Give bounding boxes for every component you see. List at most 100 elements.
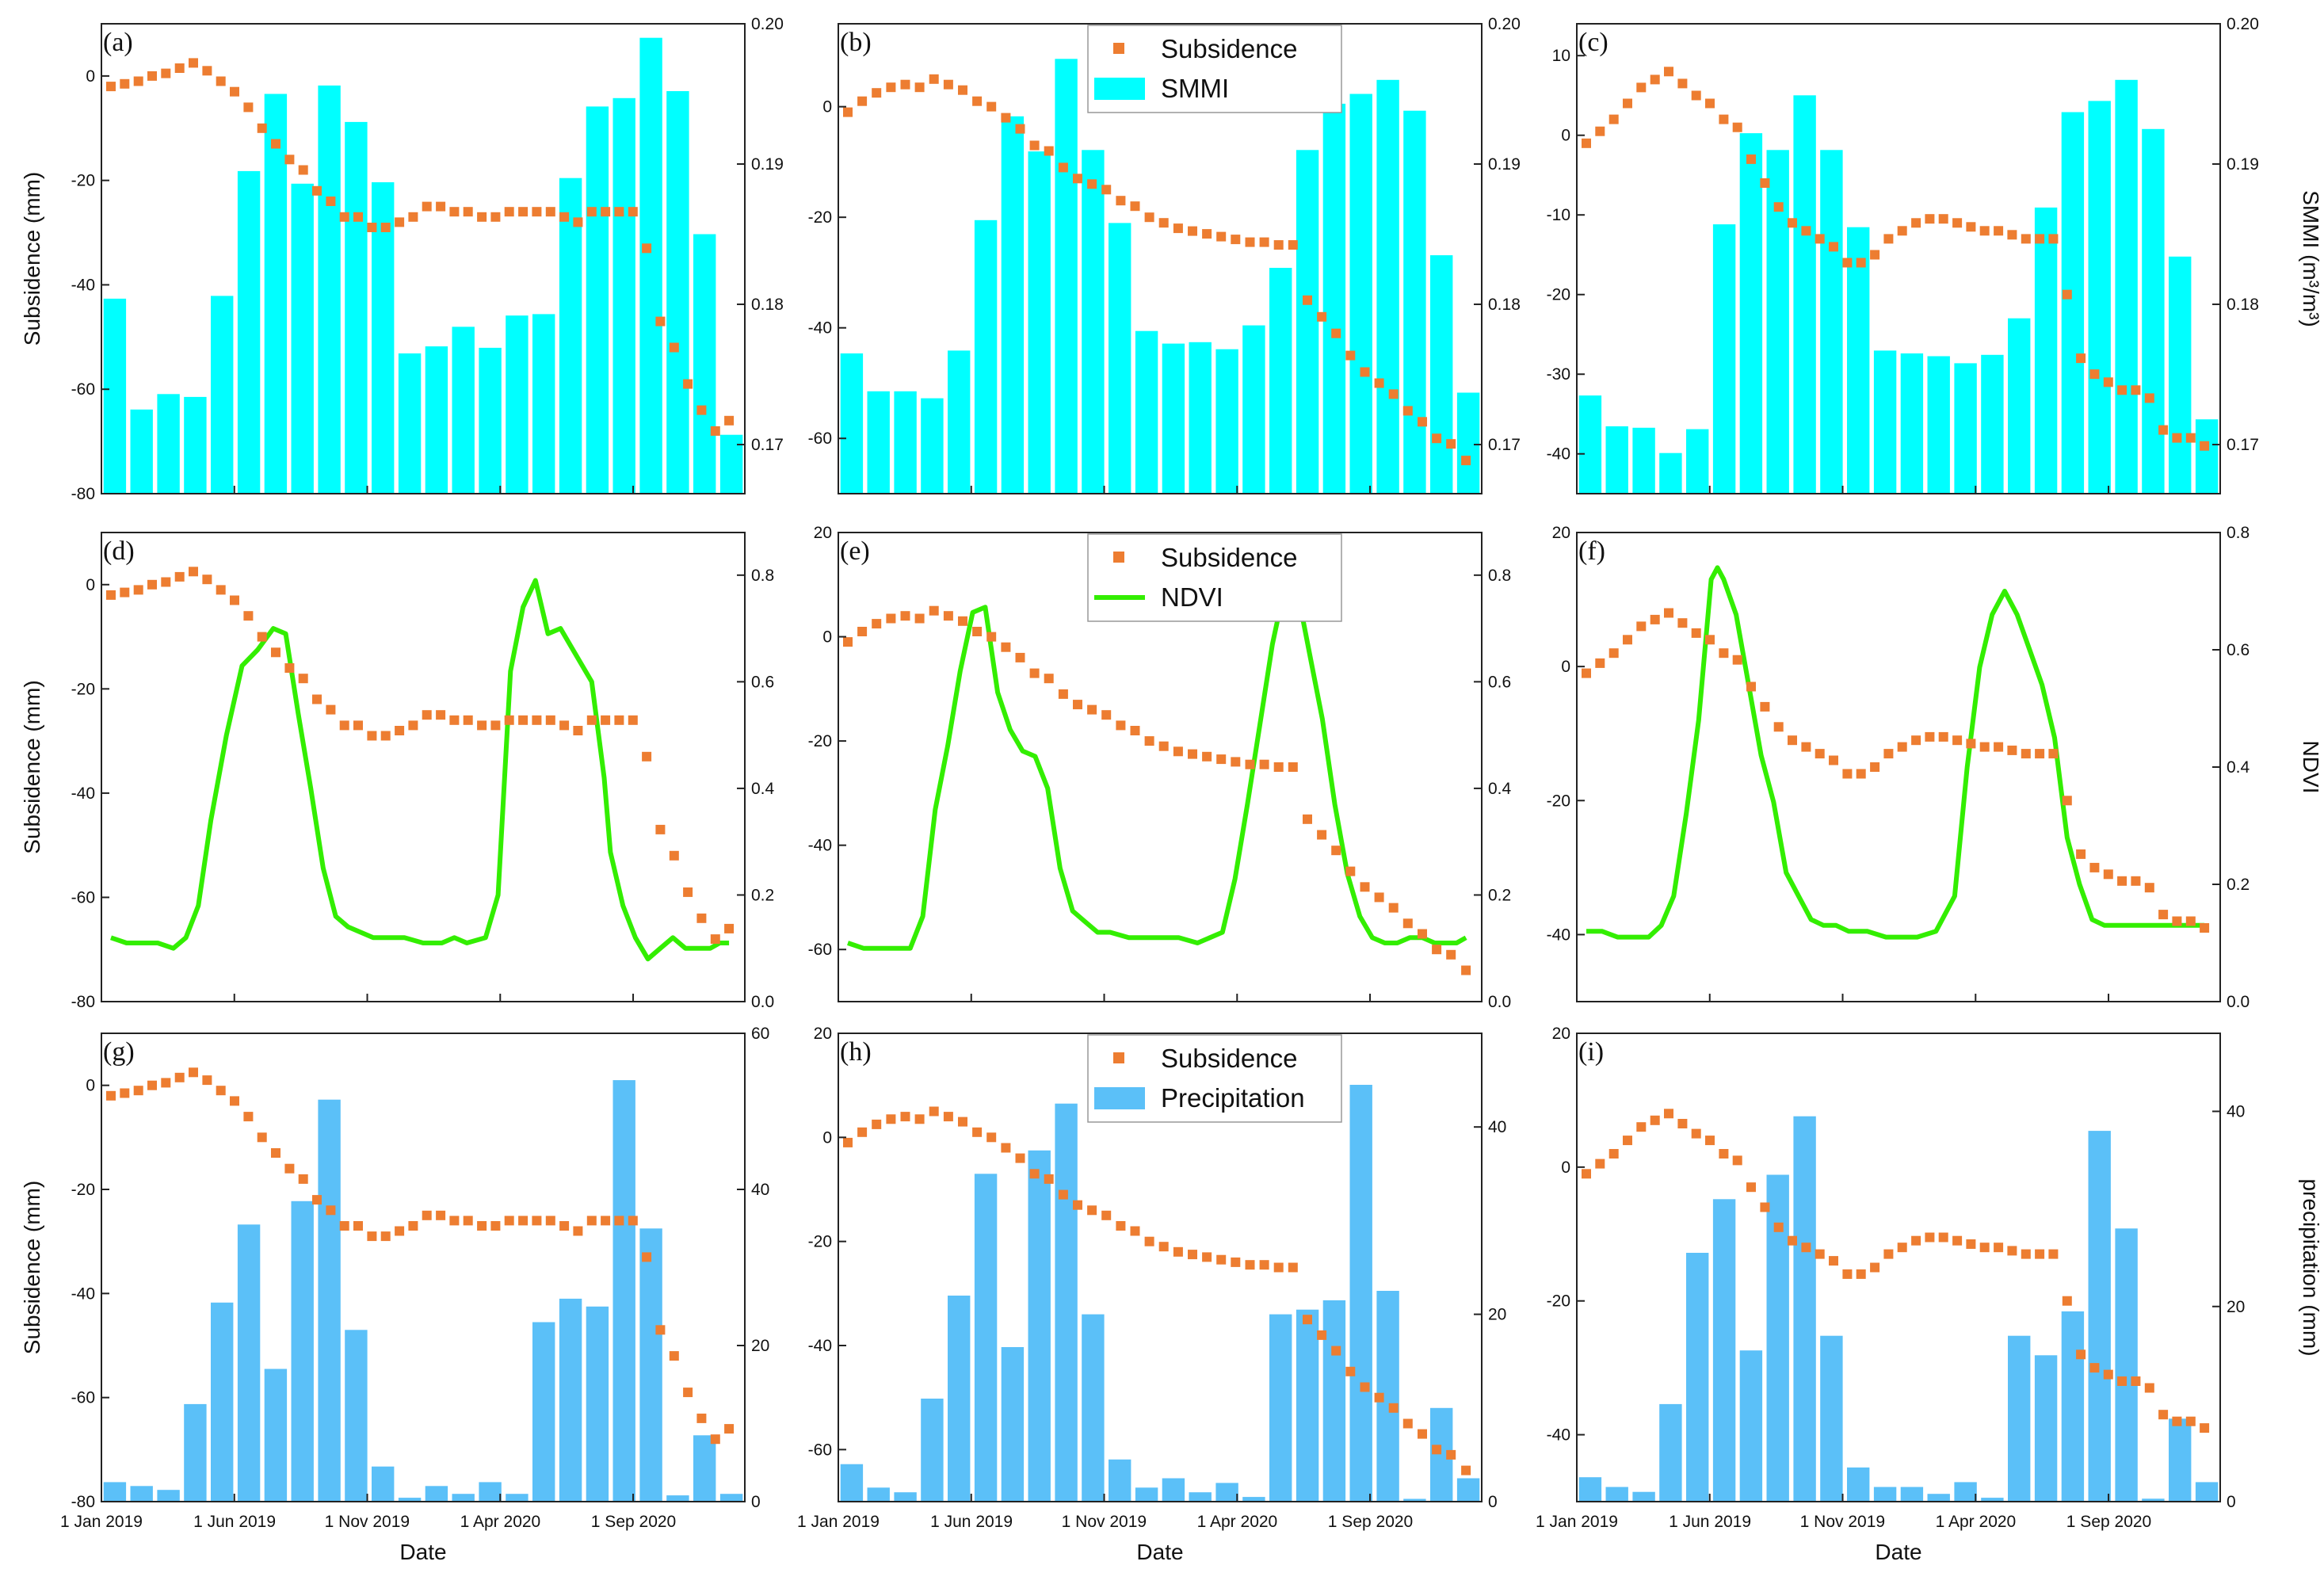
subsidence-point [189, 1067, 198, 1078]
subsidence-point [1732, 122, 1742, 132]
subsidence-point [326, 197, 336, 206]
subsidence-point [1388, 1403, 1399, 1413]
subsidence-point [380, 223, 391, 232]
subsidence-point [1044, 674, 1054, 684]
right-tick-label: 0.0 [751, 993, 774, 1011]
bar-smmi [1082, 150, 1105, 494]
subsidence-point [2089, 369, 2100, 380]
subsidence-point [230, 86, 239, 97]
plot-frame [1576, 532, 2221, 1002]
subsidence-point [216, 585, 226, 595]
right-tick-label: 20 [2227, 1298, 2245, 1316]
subsidence-point [1001, 113, 1011, 123]
x-tick-label: 1 Jan 2019 [1536, 1513, 1618, 1531]
bar-smmi [318, 85, 341, 494]
subsidence-point [532, 207, 542, 217]
subsidence-point [1044, 146, 1054, 156]
x-tick-label: 1 Jan 2019 [797, 1513, 880, 1531]
subsidence-point [1288, 762, 1298, 772]
subsidence-point [395, 1226, 405, 1236]
bar-precipitation [130, 1486, 153, 1502]
subsidence-point [1760, 1202, 1770, 1212]
subsidence-point [504, 207, 514, 217]
subsidence-point [1705, 98, 1715, 109]
subsidence-point [669, 1351, 679, 1361]
subsidence-point [1360, 1382, 1370, 1392]
bar-smmi [1632, 427, 1655, 494]
left-tick-label: -40 [71, 784, 95, 803]
subsidence-point [2200, 1423, 2210, 1433]
subsidence-point [463, 715, 473, 725]
bar-precipitation [921, 1399, 944, 1502]
bar-precipitation [2088, 1131, 2111, 1502]
subsidence-point [900, 79, 910, 90]
subsidence-point [1608, 1149, 1619, 1159]
subsidence-point [161, 68, 171, 78]
bar-precipitation [1927, 1494, 1950, 1502]
subsidence-point [710, 1434, 720, 1445]
bar-smmi [1055, 59, 1078, 494]
subsidence-point [518, 715, 529, 725]
subsidence-point [1829, 242, 1838, 252]
right-tick-label: 0.19 [751, 155, 784, 174]
subsidence-point [1952, 1235, 1963, 1246]
left-tick-label: -20 [1547, 286, 1570, 304]
subsidence-point [696, 913, 707, 923]
subsidence-point [284, 663, 295, 673]
subsidence-point [1582, 668, 1591, 678]
panel-label: (i) [1578, 1037, 1604, 1067]
bar-precipitation [1981, 1498, 2004, 1502]
left-axis-label: Subsidence (mm) [20, 680, 44, 853]
subsidence-point [545, 1216, 555, 1226]
bar-precipitation [1189, 1492, 1212, 1502]
subsidence-point [872, 88, 882, 98]
bar-smmi [1686, 429, 1709, 494]
bar-precipitation [719, 1494, 743, 1502]
subsidence-point [1773, 1222, 1784, 1232]
subsidence-point [1116, 196, 1126, 206]
subsidence-point [2144, 1383, 2154, 1393]
subsidence-point [1087, 179, 1097, 189]
subsidence-point [857, 627, 868, 636]
legend-label: NDVI [1161, 582, 1223, 612]
subsidence-point [1461, 456, 1471, 466]
left-axis-label: Subsidence (mm) [20, 172, 44, 345]
subsidence-point [133, 76, 143, 86]
x-axis-label: Date [399, 1540, 446, 1564]
right-tick-label: 0.4 [1488, 780, 1512, 798]
panel-c: 10 0 -10 -20 -30 -40 0.17 0.18 0.19 0.20 SMMI (m³/… [1547, 15, 2323, 494]
subsidence-point [710, 934, 720, 945]
x-axis-label: Date [1136, 1540, 1183, 1564]
subsidence-point [2089, 862, 2100, 872]
subsidence-point [1015, 124, 1025, 134]
bar-smmi [506, 315, 529, 494]
subsidence-point [857, 96, 868, 106]
right-tick-label: 0.17 [2227, 436, 2259, 454]
subsidence-point [518, 207, 529, 217]
left-tick-label: -40 [1547, 926, 1570, 944]
left-tick-label: -60 [808, 941, 832, 959]
bar-smmi [425, 346, 448, 494]
subsidence-point [559, 1221, 570, 1231]
subsidence-point [642, 751, 652, 762]
subsidence-point [2062, 289, 2072, 300]
subsidence-point [628, 715, 638, 725]
left-tick-label: -10 [1547, 206, 1570, 224]
bar-precipitation [559, 1298, 582, 1502]
subsidence-point [1925, 214, 1935, 224]
bar-precipitation [1242, 1497, 1265, 1502]
subsidence-point [1087, 1205, 1097, 1216]
panel-g: 0 -20 -40 -60 -80 0 20 40 60 1 Jan 2019 1 Jun 2019… [20, 1025, 769, 1564]
subsidence-point [914, 82, 925, 93]
subsidence-point [257, 1132, 267, 1143]
plot-frame [838, 1033, 1483, 1502]
subsidence-point [2172, 433, 2182, 443]
legend-swatch-subsidence [1113, 43, 1124, 54]
subsidence-point [573, 217, 583, 227]
subsidence-point [147, 71, 157, 81]
subsidence-point [1829, 1256, 1838, 1266]
subsidence-point [312, 694, 322, 704]
subsidence-point [872, 1119, 882, 1129]
right-tick-label: 0.18 [1488, 296, 1521, 314]
subsidence-point [1402, 1418, 1413, 1429]
